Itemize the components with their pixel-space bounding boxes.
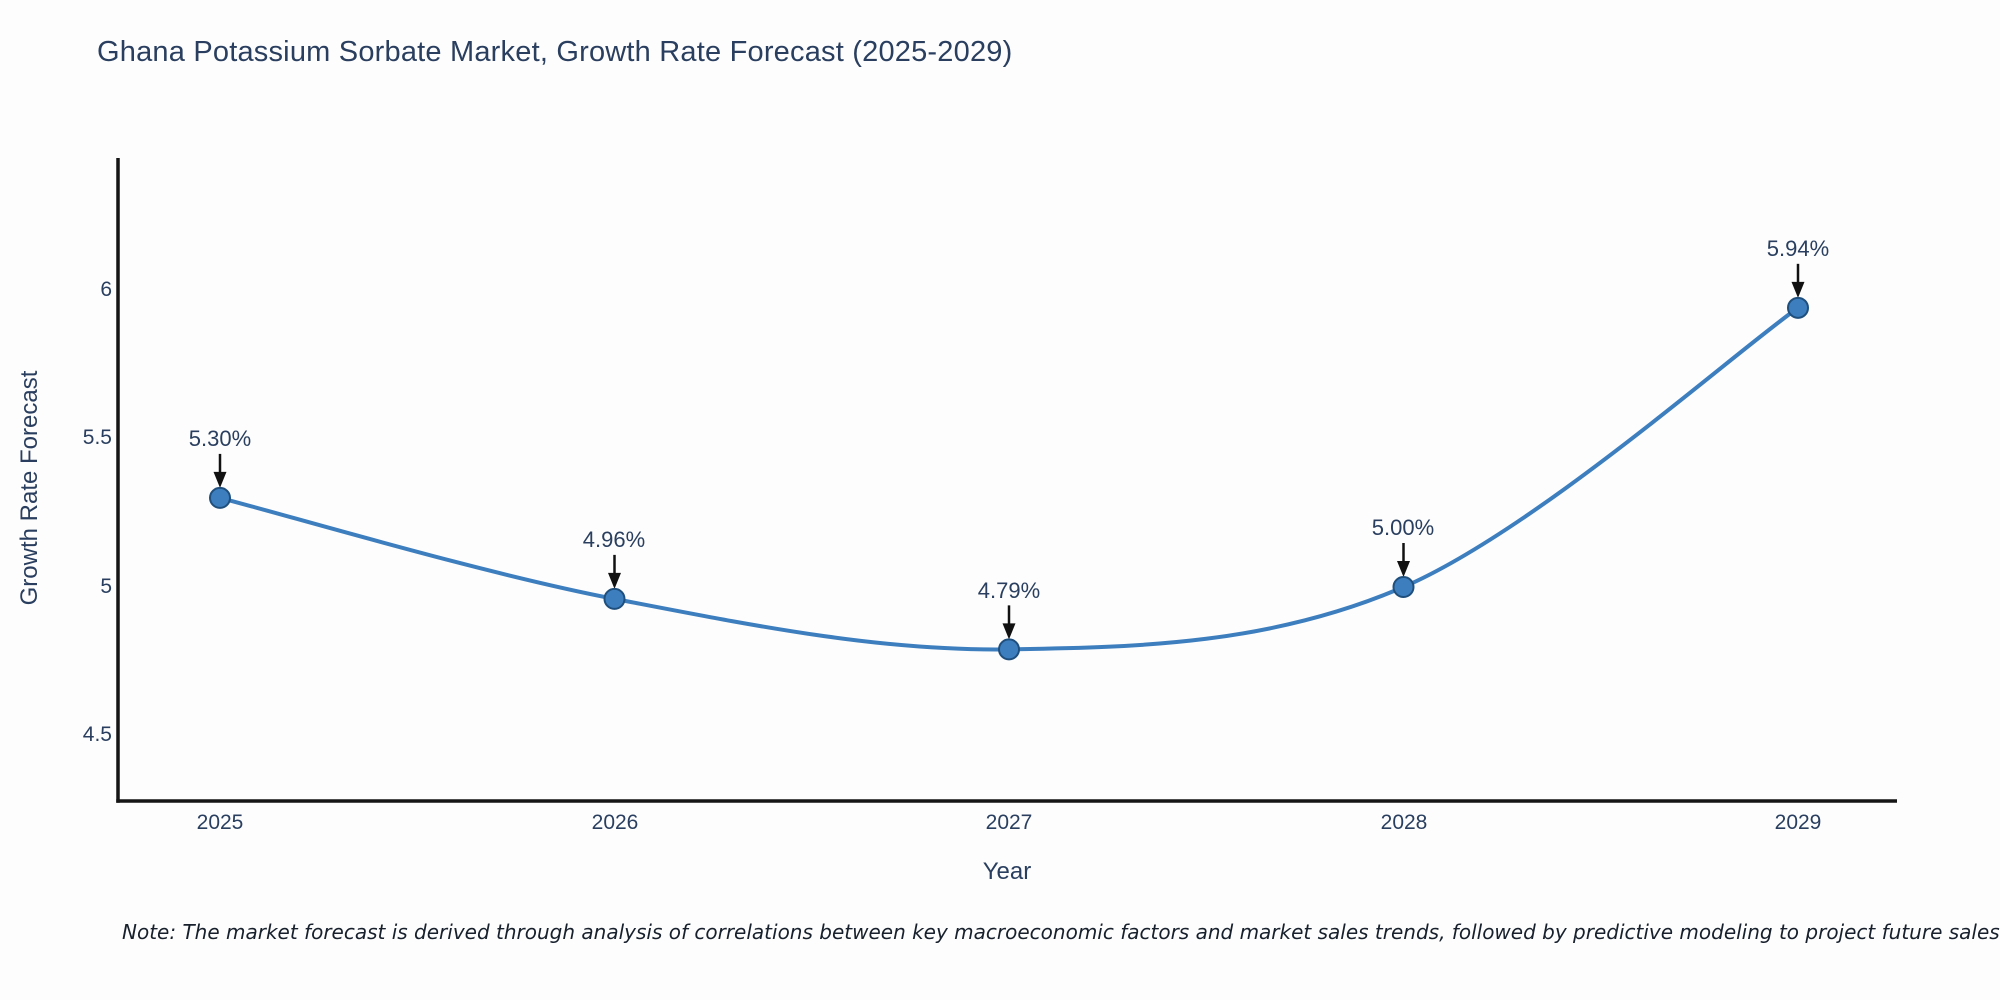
- x-tick-2027: 2027: [985, 811, 1033, 834]
- x-tick-2029: 2029: [1774, 811, 1822, 834]
- annotation-arrow-head: [608, 572, 621, 589]
- y-tick-5: 5: [100, 575, 112, 598]
- data-point-2025[interactable]: [209, 486, 231, 509]
- annotation-arrow-head: [1791, 281, 1805, 298]
- annotation-arrow-head: [213, 471, 227, 488]
- y-tick-6: 6: [100, 278, 112, 301]
- annotation-arrow-head: [1002, 623, 1016, 640]
- annotation-2029: 5.94%: [1766, 236, 1830, 261]
- data-point-2029[interactable]: [1787, 296, 1809, 319]
- annotation-2025: 5.30%: [188, 426, 252, 451]
- data-point-2027[interactable]: [998, 638, 1020, 661]
- chart-title: Ghana Potassium Sorbate Market, Growth R…: [97, 36, 1013, 68]
- annotation-arrow-head: [1397, 561, 1410, 577]
- x-tick-2028: 2028: [1380, 811, 1428, 834]
- x-axis-title: Year: [982, 858, 1032, 885]
- y-tick-4-5: 4.5: [82, 723, 112, 746]
- annotation-2027: 4.79%: [977, 578, 1041, 603]
- annotation-2026: 4.96%: [582, 527, 646, 552]
- data-point-2028[interactable]: [1392, 576, 1415, 598]
- y-axis-title: Growth Rate Forecast: [16, 370, 43, 606]
- y-tick-5-5: 5.5: [82, 426, 112, 449]
- footnote: Note: The market forecast is derived thr…: [122, 920, 2000, 944]
- annotation-2028: 5.00%: [1371, 515, 1435, 540]
- x-tick-2025: 2025: [196, 811, 244, 834]
- data-point-2026[interactable]: [603, 587, 626, 610]
- x-tick-2026: 2026: [591, 811, 639, 834]
